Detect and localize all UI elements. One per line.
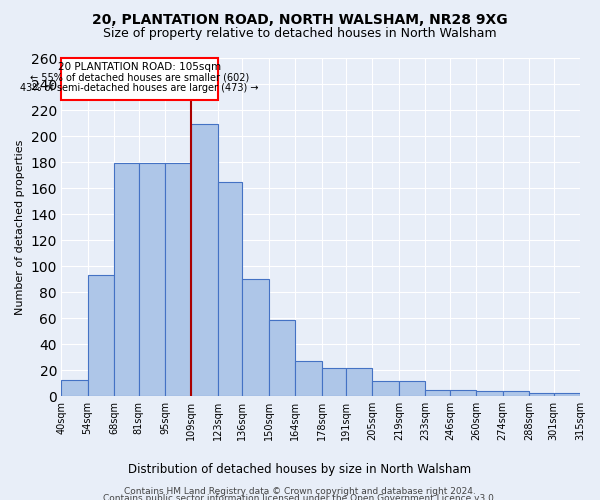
Bar bbox=[61, 380, 88, 396]
Bar bbox=[399, 381, 425, 396]
Bar bbox=[373, 381, 399, 396]
Bar bbox=[529, 392, 554, 396]
Bar bbox=[425, 390, 450, 396]
Text: ← 55% of detached houses are smaller (602): ← 55% of detached houses are smaller (60… bbox=[30, 72, 249, 83]
Text: 43% of semi-detached houses are larger (473) →: 43% of semi-detached houses are larger (… bbox=[20, 82, 259, 92]
Text: Contains HM Land Registry data © Crown copyright and database right 2024.: Contains HM Land Registry data © Crown c… bbox=[124, 487, 476, 496]
Bar bbox=[191, 124, 218, 396]
Bar bbox=[322, 368, 346, 396]
FancyBboxPatch shape bbox=[61, 58, 218, 100]
Bar bbox=[218, 182, 242, 396]
Bar bbox=[165, 164, 191, 396]
Bar bbox=[139, 164, 165, 396]
Bar bbox=[346, 368, 373, 396]
Text: 20 PLANTATION ROAD: 105sqm: 20 PLANTATION ROAD: 105sqm bbox=[58, 62, 221, 72]
Y-axis label: Number of detached properties: Number of detached properties bbox=[15, 140, 25, 315]
Bar bbox=[476, 392, 503, 396]
Text: Size of property relative to detached houses in North Walsham: Size of property relative to detached ho… bbox=[103, 28, 497, 40]
Bar bbox=[554, 392, 580, 396]
Text: Contains public sector information licensed under the Open Government Licence v3: Contains public sector information licen… bbox=[103, 494, 497, 500]
Text: Distribution of detached houses by size in North Walsham: Distribution of detached houses by size … bbox=[128, 462, 472, 475]
Bar bbox=[295, 362, 322, 396]
Bar bbox=[450, 390, 476, 396]
Bar bbox=[114, 164, 139, 396]
Bar bbox=[503, 392, 529, 396]
Text: 20, PLANTATION ROAD, NORTH WALSHAM, NR28 9XG: 20, PLANTATION ROAD, NORTH WALSHAM, NR28… bbox=[92, 12, 508, 26]
Bar bbox=[242, 280, 269, 396]
Bar bbox=[269, 320, 295, 396]
Bar bbox=[88, 276, 114, 396]
